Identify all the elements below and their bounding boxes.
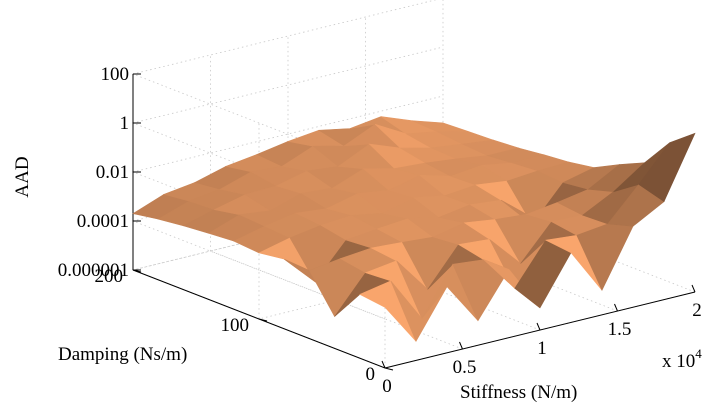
y-tick-label: 200 bbox=[95, 266, 124, 287]
x-tick bbox=[459, 341, 463, 350]
y-tick-label: 0 bbox=[366, 364, 376, 385]
z-axis-title: AAD bbox=[12, 156, 33, 197]
x-multiplier-exponent: 4 bbox=[695, 346, 702, 361]
x-tick bbox=[614, 303, 618, 312]
z-tick-label: 100 bbox=[101, 64, 130, 85]
z-tick-label: 0.0001 bbox=[77, 211, 129, 232]
x-tick bbox=[691, 284, 696, 293]
x-tick-label: 1 bbox=[537, 338, 547, 359]
x-multiplier-base: x 10 bbox=[662, 351, 695, 372]
x-tick-label: 1.5 bbox=[608, 319, 632, 340]
x-tick bbox=[536, 322, 541, 331]
y-axis-title: Damping (Ns/m) bbox=[58, 344, 187, 365]
surface-mesh bbox=[132, 116, 696, 342]
z-tick-label: 0.01 bbox=[96, 162, 129, 183]
surface-patch bbox=[638, 132, 696, 203]
x-tick-label: 0.5 bbox=[453, 357, 477, 378]
axis-labels: AAD Damping (Ns/m) Stiffness (N/m) x 104 bbox=[12, 156, 702, 403]
y-tick-label: 100 bbox=[221, 315, 250, 336]
y-tick bbox=[132, 269, 142, 273]
x-tick bbox=[381, 360, 386, 369]
y-tick bbox=[258, 318, 268, 322]
axes: 0.000001 0.0001 0.01 1 100 0 100 200 0 0.5 1 1.5 2 bbox=[58, 64, 702, 397]
y-tick bbox=[384, 367, 394, 371]
z-tick-label: 1 bbox=[120, 113, 130, 134]
x-tick-label: 2 bbox=[692, 300, 702, 321]
z-tick-label: 0.000001 bbox=[58, 260, 129, 281]
x-axis-multiplier: x 104 bbox=[662, 346, 702, 372]
x-axis-title: Stiffness (N/m) bbox=[460, 382, 577, 403]
x-tick-label: 0 bbox=[382, 376, 392, 397]
